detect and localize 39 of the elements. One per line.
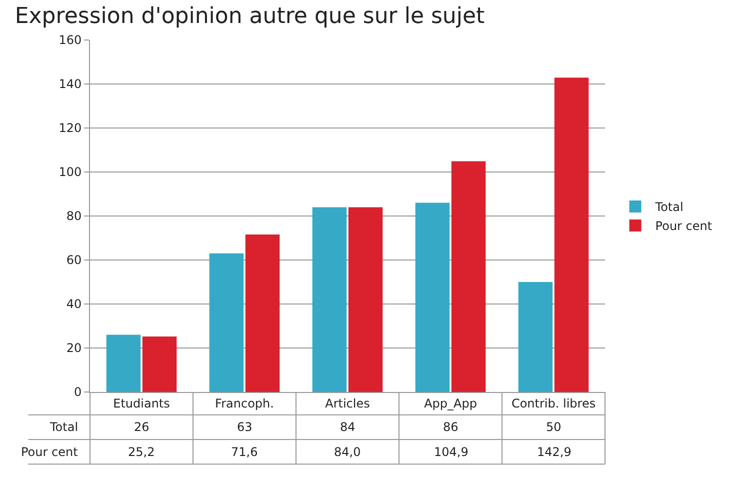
data-label: 104,9 (434, 445, 468, 459)
bar (451, 161, 486, 392)
data-label: 86 (443, 420, 458, 434)
data-label: 142,9 (537, 445, 572, 459)
y-tick-label: 0 (74, 385, 82, 400)
x-tick-label: Contrib. libres (511, 396, 596, 410)
y-tick-label: 40 (66, 297, 82, 312)
data-label: 26 (134, 420, 150, 434)
x-tick-label: Francoph. (215, 396, 274, 410)
x-tick-label: Articles (325, 396, 370, 410)
chart-title: Expression d'opinion autre que sur le sujet (14, 4, 486, 29)
bar (554, 78, 589, 392)
data-label: 25,2 (128, 445, 155, 459)
bar (348, 207, 383, 392)
y-tick-label: 60 (66, 253, 82, 268)
y-tick-label: 80 (66, 209, 82, 224)
data-label: 84 (340, 420, 356, 434)
y-tick-label: 120 (58, 121, 82, 136)
data-label: 63 (237, 420, 252, 434)
legend-label: Total (654, 200, 684, 214)
data-label: 71,6 (231, 445, 258, 459)
bar (518, 282, 553, 392)
bar (106, 334, 141, 392)
bar (245, 234, 280, 392)
bar (142, 336, 177, 392)
bar (312, 207, 347, 392)
x-tick-label: App_App (424, 396, 477, 410)
bar (415, 202, 450, 392)
bar (209, 253, 244, 392)
y-tick-label: 160 (58, 33, 82, 48)
text: Pour cent (21, 445, 78, 459)
data-label: 84,0 (334, 445, 361, 459)
data-label: 50 (546, 420, 562, 434)
legend-label: Pour cent (655, 219, 712, 234)
y-tick-label: 140 (58, 77, 82, 92)
y-tick-label: 100 (58, 165, 82, 180)
x-tick-label: Etudiants (113, 396, 170, 410)
text: Total (50, 420, 78, 434)
y-tick-label: 20 (66, 341, 82, 356)
